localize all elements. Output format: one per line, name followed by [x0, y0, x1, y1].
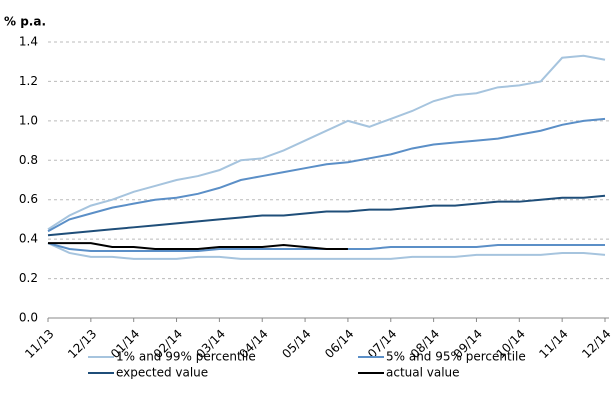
- legend-label: actual value: [386, 366, 460, 380]
- x-tick-label: 11/13: [22, 327, 56, 361]
- legend-label: expected value: [116, 366, 208, 380]
- x-tick-label: 12/13: [65, 327, 99, 361]
- y-tick-label: 0.0: [19, 311, 38, 325]
- x-tick-label: 12/14: [579, 327, 611, 361]
- y-tick-label: 1.4: [19, 35, 38, 49]
- series-line: [48, 242, 348, 250]
- x-tick-label: 06/14: [322, 327, 356, 361]
- series-line: [47, 117, 606, 233]
- y-tick-label: 1.0: [19, 113, 38, 127]
- legend-label: 1% and 99% percentile: [116, 350, 256, 364]
- y-tick-label: 1.2: [19, 74, 38, 88]
- y-axis-label: % p.a.: [4, 15, 46, 29]
- series-line: [47, 242, 606, 260]
- x-tick-label: 11/14: [536, 327, 570, 361]
- y-tick-label: 0.8: [19, 153, 38, 167]
- legend-label: 5% and 95% percentile: [386, 350, 526, 364]
- series-line: [47, 54, 606, 231]
- series-line: [47, 194, 606, 237]
- x-tick-label: 05/14: [279, 327, 313, 361]
- y-tick-label: 0.6: [19, 192, 38, 206]
- y-tick-label: 0.2: [19, 271, 38, 285]
- y-tick-label: 0.4: [19, 232, 38, 246]
